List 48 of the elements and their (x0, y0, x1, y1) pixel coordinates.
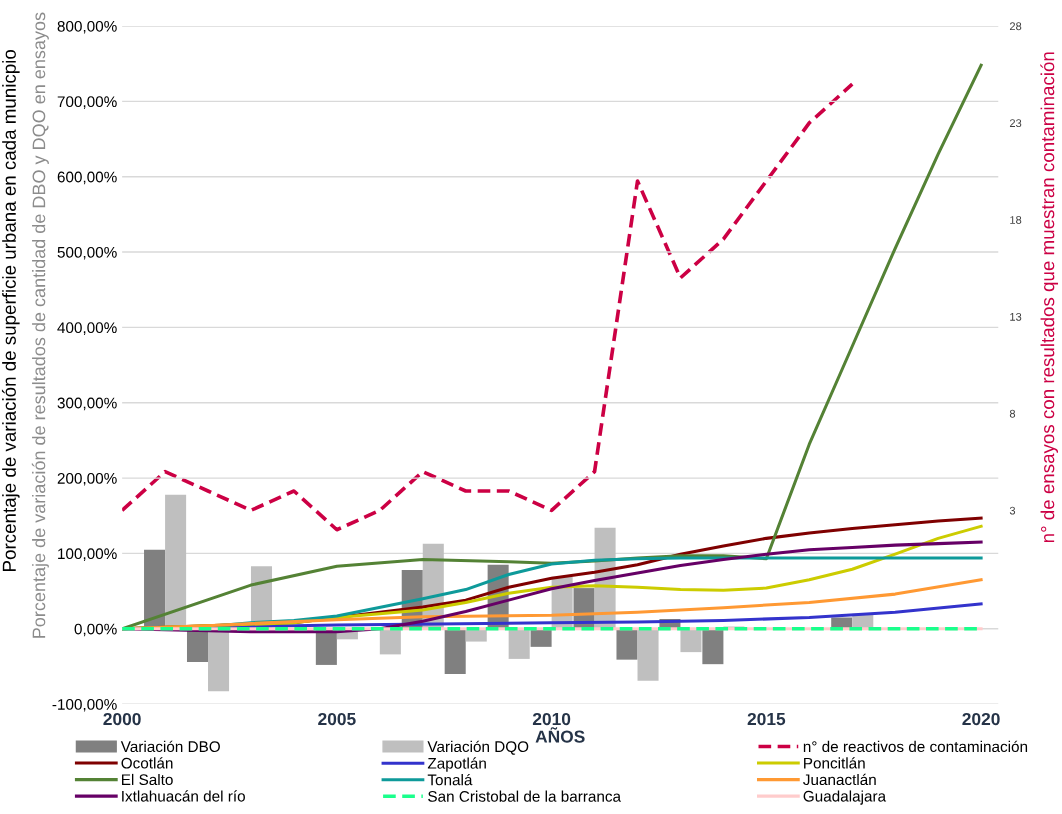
y-tick-label: 500,00% (57, 246, 117, 260)
y-tick-label: 200,00% (57, 472, 117, 486)
bar (508, 628, 530, 659)
legend-label: n° de reactivos de contaminación (803, 740, 1028, 753)
legend-label: Variación DQO (427, 740, 529, 755)
bar (379, 628, 401, 655)
bar (637, 628, 659, 681)
bar (165, 494, 187, 629)
bar (702, 628, 724, 665)
legend-label: Variación DBO (120, 740, 220, 753)
line-series (122, 82, 855, 532)
y2-tick-label: 28 (1009, 22, 1022, 31)
bar (616, 628, 638, 660)
legend-label: San Cristobal de la barranca (428, 790, 622, 802)
x-axis-title: AÑOS (535, 727, 585, 743)
y2-axis-title: n° de ensayos con resultados que muestran contaminación (1040, 52, 1059, 543)
bar (680, 628, 702, 653)
y-tick-label: 100,00% (58, 548, 117, 561)
y2-tick-label: 13 (1010, 312, 1022, 321)
bar (444, 628, 466, 674)
legend-label: Juanactlán (803, 773, 876, 786)
x-tick-label: 2015 (747, 712, 786, 726)
bar (144, 549, 166, 629)
y-tick-label: 600,00% (57, 171, 117, 185)
text: Porcentaje de variación de resultados de cantidad de DBO y DQO en ensayos (31, 12, 49, 638)
x-tick-label: 2020 (962, 712, 1000, 726)
y2-tick-label: 3 (1009, 506, 1016, 515)
y-tick-label: 400,00% (57, 322, 117, 335)
bar (530, 628, 552, 647)
y-tick-label: 300,00% (57, 397, 117, 411)
y2-tick-label: 23 (1009, 119, 1022, 128)
legend-label: Guadalajara (803, 790, 887, 805)
x-tick-label: 2000 (103, 712, 141, 726)
y2-tick-label: 8 (1009, 409, 1016, 418)
x-tick-label: 2005 (318, 712, 356, 726)
y-axis-title: Porcentaje de variación de superficie urbana en cada municpio (1, 49, 20, 571)
legend-label: Ixtlahuacán del río (122, 790, 245, 802)
y-tick-label: 0,00% (74, 623, 117, 637)
legend-label: Tonalá (427, 773, 473, 786)
x-tick-label: 2010 (532, 712, 571, 726)
legend-label: Poncitlán (804, 757, 865, 769)
y-tick-label: 700,00% (57, 96, 117, 109)
legend-label: El Salto (122, 773, 173, 786)
y-tick-label: 800,00% (57, 20, 117, 34)
legend-label: Ocotlán (121, 757, 173, 769)
legend-label: Zapotlán (427, 757, 486, 772)
y2-tick-label: 18 (1010, 216, 1022, 224)
y-tick-label: -100,00% (52, 698, 117, 712)
